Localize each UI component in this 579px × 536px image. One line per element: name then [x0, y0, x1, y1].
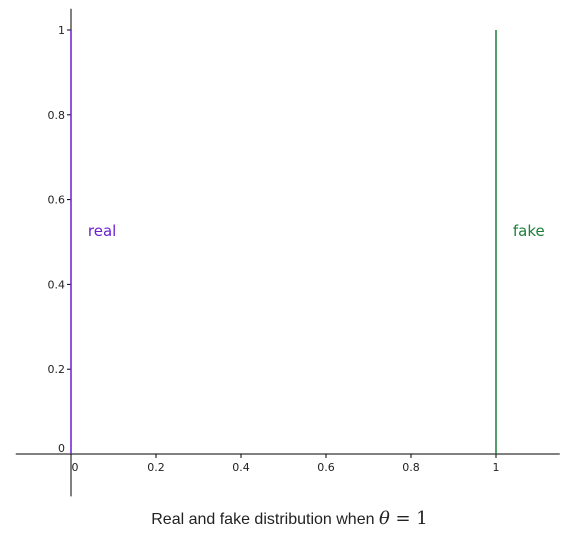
- x-tick-label: 0: [72, 461, 79, 474]
- chart-svg: 0 0.2 0.4 0.6 0.8 1 0 0.2 0.4 0.6 0.8 1 real fake: [15, 8, 560, 497]
- chart-caption: Real and fake distribution when θ = 1: [0, 508, 579, 529]
- y-tick-label: 0.2: [48, 363, 66, 376]
- plot-area: 0 0.2 0.4 0.6 0.8 1 0 0.2 0.4 0.6 0.8 1 real fake: [15, 8, 560, 497]
- series: real fake: [70, 30, 545, 454]
- y-tick-label: 1: [58, 24, 65, 37]
- series-label-fake: fake: [513, 222, 545, 240]
- y-tick-label: 0.8: [48, 109, 66, 122]
- x-tick-label: 0.8: [402, 461, 420, 474]
- series-label-real: real: [88, 222, 116, 240]
- y-tick-label: 0: [58, 442, 65, 455]
- caption-equals-one: = 1: [389, 508, 428, 529]
- axes: [15, 8, 560, 497]
- tick-labels: 0 0.2 0.4 0.6 0.8 1 0 0.2 0.4 0.6 0.8 1: [48, 24, 500, 474]
- x-tick-label: 0.2: [147, 461, 165, 474]
- caption-text: Real and fake distribution when: [151, 511, 375, 528]
- x-tick-label: 0.4: [232, 461, 250, 474]
- x-tick-label: 0.6: [317, 461, 335, 474]
- caption-theta: θ: [378, 508, 390, 529]
- x-tick-label: 1: [493, 461, 500, 474]
- y-tick-label: 0.6: [48, 194, 66, 207]
- caption-math: θ = 1: [379, 508, 428, 529]
- y-tick-label: 0.4: [48, 278, 66, 291]
